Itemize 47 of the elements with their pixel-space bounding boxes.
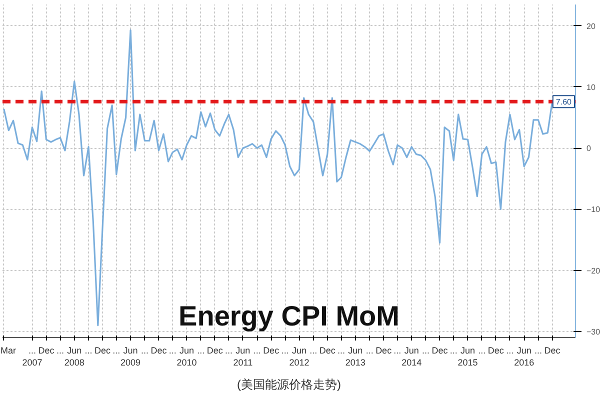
- x-tick-label: ...: [56, 346, 64, 356]
- x-tick-label: Dec: [94, 346, 112, 356]
- x-tick-label: Jun 2014: [402, 346, 422, 368]
- x-tick-label: ...: [168, 346, 176, 356]
- x-tick-label: Dec: [263, 346, 280, 356]
- y-tick-label: 0: [586, 144, 592, 154]
- x-tick-label: Dec: [544, 346, 561, 356]
- x-tick-label: ...: [140, 346, 148, 356]
- y-tick-label: −30: [586, 327, 601, 336]
- x-tick-label: ...: [197, 346, 205, 356]
- y-tick-label: −20: [586, 266, 601, 276]
- x-tick-label: ...: [224, 346, 233, 356]
- x-tick-label: ...: [534, 346, 542, 356]
- x-tick-label: ...: [450, 346, 458, 356]
- x-tick-label: ...: [310, 346, 318, 356]
- x-tick-label: ...: [506, 346, 514, 356]
- x-tick-label: Dec: [150, 346, 168, 356]
- x-tick-label: ...: [112, 346, 120, 356]
- text: Energy CPI MoM: [178, 300, 400, 332]
- x-tick-label: Mar: [0, 346, 16, 356]
- x-tick-label: Jun 2008: [64, 346, 84, 368]
- x-tick-label: Dec: [488, 346, 504, 356]
- x-tick-label: Jun 2009: [120, 346, 141, 368]
- x-tick-label: ...: [338, 346, 346, 356]
- x-tick-label: Jun 2012: [289, 346, 310, 368]
- y-tick-label: 20: [586, 22, 596, 31]
- x-tick-label: ...: [281, 346, 289, 356]
- ref-line-label: 7.60: [556, 98, 572, 107]
- x-tick-label: Jun 2010: [176, 346, 197, 368]
- x-tick-label: Jun 2011: [233, 346, 253, 368]
- x-tick-label: Dec: [319, 346, 336, 356]
- y-tick-label: 10: [586, 82, 596, 92]
- text: (美国能源价格走势): [237, 378, 342, 392]
- x-tick-label: ...: [366, 346, 374, 356]
- x-tick-label: Jun 2013: [345, 346, 366, 368]
- x-tick-label: Jun 2015: [458, 346, 478, 368]
- x-tick-label: ...: [422, 346, 430, 356]
- x-tick-label: Dec: [432, 346, 448, 356]
- x-tick-label: ...: [478, 346, 486, 356]
- x-tick-label: Dec: [38, 346, 55, 356]
- x-tick-label: Jun 2016: [514, 346, 534, 368]
- x-tick-label: ...: [394, 346, 402, 356]
- x-tick-label: ...: [253, 346, 261, 356]
- x-tick-label: ...: [84, 346, 92, 356]
- x-tick-label: Dec: [376, 346, 392, 356]
- x-tick-label: Dec: [206, 346, 224, 356]
- y-tick-label: −10: [586, 205, 601, 214]
